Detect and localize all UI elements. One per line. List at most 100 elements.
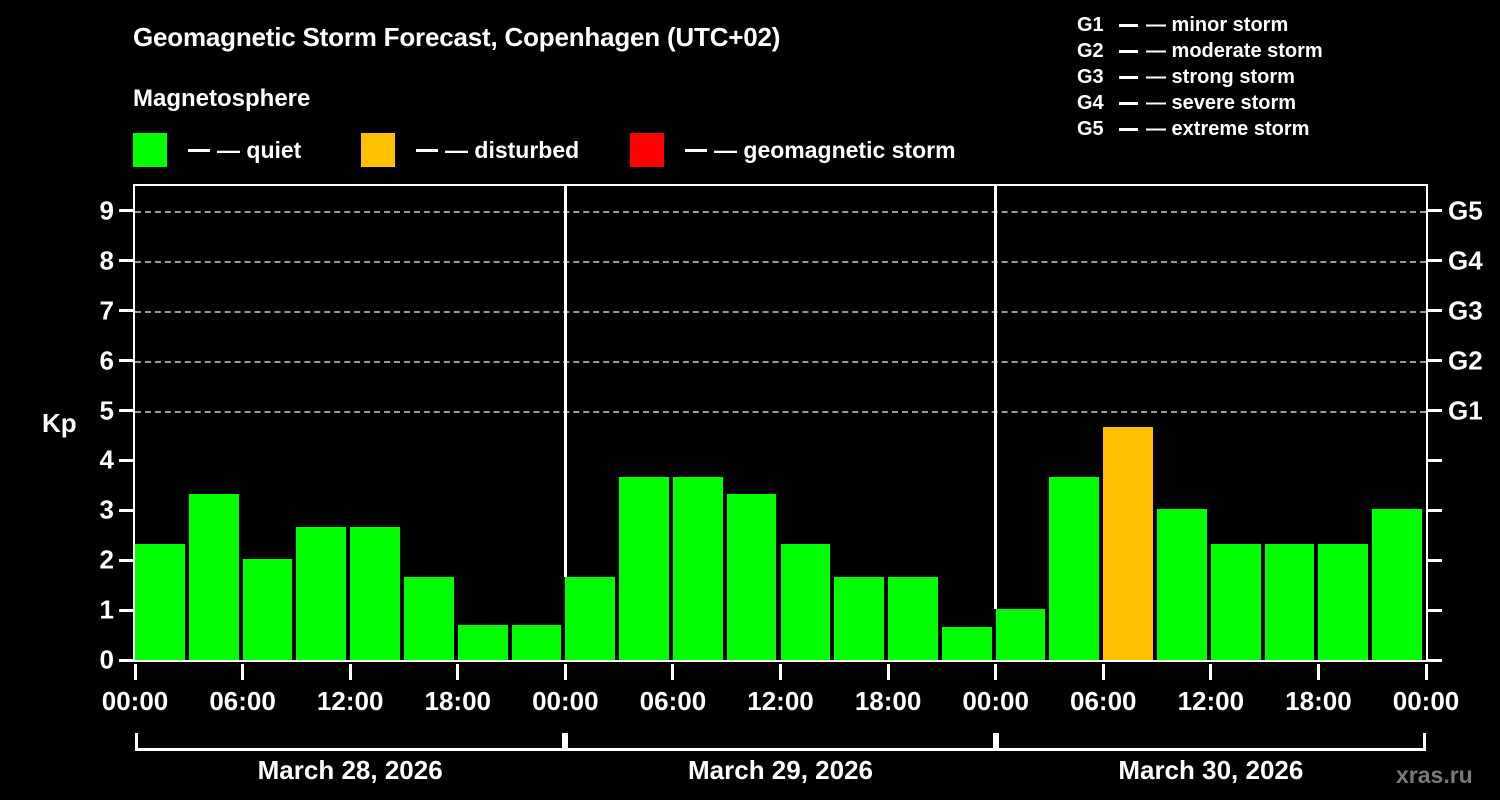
g-legend-row: G2 — moderate storm: [1077, 38, 1323, 64]
gridline: [135, 410, 1426, 413]
x-tick-mark: [886, 664, 890, 680]
x-tick-mark: [779, 664, 782, 680]
g-tick-mark: [1428, 259, 1442, 263]
day-divider: [994, 186, 998, 609]
x-tick-mark: [994, 664, 998, 680]
x-tick-mark: [1101, 664, 1105, 680]
y-tick-mark: [119, 259, 133, 263]
date-bracket: [565, 733, 996, 751]
legend-entry: — disturbed: [361, 132, 579, 168]
bar: [1103, 427, 1154, 660]
storm-swatch: [630, 133, 664, 167]
bar: [350, 526, 400, 660]
x-tick-mark: [133, 664, 137, 680]
g-legend-row: G5 — extreme storm: [1077, 116, 1323, 142]
g-minor-tick-mark: [1428, 608, 1442, 612]
y-tick-label: 4: [99, 444, 114, 475]
y-tick-mark: [119, 508, 133, 512]
bar: [457, 625, 508, 660]
date-label: March 28, 2026: [257, 755, 443, 785]
plot-area: [133, 184, 1428, 662]
y-tick-mark: [119, 558, 133, 562]
g-legend-code: G3: [1077, 65, 1104, 88]
g-legend-row: G4 — severe storm: [1077, 90, 1323, 116]
g-legend-dash-icon: [1119, 75, 1138, 79]
bar: [1157, 508, 1207, 660]
bar: [242, 558, 293, 660]
g-legend-description: — severe storm: [1146, 91, 1297, 114]
g-axis-label: G2: [1448, 345, 1483, 376]
disturbed-swatch: [361, 133, 395, 167]
y-tick-label: 2: [99, 544, 114, 575]
bar: [511, 625, 562, 660]
x-tick-mark: [241, 664, 245, 680]
page-title: Geomagnetic Storm Forecast, Copenhagen (…: [133, 22, 781, 52]
y-tick-label: 3: [99, 494, 114, 525]
g-legend-dash-icon: [1119, 127, 1138, 131]
x-tick-label: 00:00: [101, 686, 169, 716]
day-divider: [563, 186, 567, 577]
y-tick-label: 1: [99, 594, 114, 625]
bar: [834, 576, 885, 660]
g-tick-mark: [1428, 359, 1442, 363]
plot-inner: [135, 186, 1426, 660]
y-tick-mark: [119, 458, 133, 462]
g-axis-label: G5: [1448, 195, 1483, 226]
x-tick-label: 18:00: [854, 686, 922, 716]
x-tick-label: 12:00: [747, 686, 814, 716]
g-axis-label: G1: [1448, 395, 1483, 426]
g-axis-label: G4: [1448, 245, 1483, 276]
g-legend-code: G1: [1077, 13, 1104, 36]
g-tick-mark: [1428, 309, 1442, 313]
y-tick-mark: [119, 309, 133, 313]
g-minor-tick-mark: [1428, 558, 1442, 562]
legend-dash-icon: [188, 148, 210, 152]
bar: [888, 576, 938, 660]
x-tick-mark: [1424, 664, 1428, 680]
g-legend-dash-icon: [1119, 49, 1138, 53]
legend-label: — geomagnetic storm: [714, 136, 956, 163]
legend-label: — disturbed: [445, 136, 580, 163]
quiet-swatch: [133, 133, 167, 167]
bar: [1049, 476, 1100, 660]
x-tick-mark: [563, 664, 567, 680]
bar: [135, 543, 185, 660]
bar: [1318, 543, 1369, 660]
x-tick-label: 06:00: [209, 686, 276, 716]
bar: [1372, 508, 1422, 660]
x-tick-mark: [671, 664, 675, 680]
bar: [726, 493, 777, 660]
y-tick-label: 7: [99, 295, 114, 326]
g-legend-code: G2: [1077, 39, 1104, 62]
g-legend-row: G3 — strong storm: [1077, 64, 1323, 90]
x-tick-mark: [456, 664, 460, 680]
legend-entry: — quiet: [133, 132, 301, 168]
y-tick-label: 9: [99, 195, 114, 226]
x-tick-label: 12:00: [316, 686, 384, 716]
bar: [296, 526, 347, 660]
y-tick-mark: [119, 409, 133, 413]
bar: [565, 576, 616, 660]
x-tick-mark: [1209, 664, 1213, 680]
bar: [672, 476, 723, 660]
g-legend-description: — strong storm: [1146, 65, 1295, 88]
y-tick-label: 5: [99, 395, 114, 426]
y-tick-label: 6: [99, 345, 114, 376]
x-tick-label: 18:00: [424, 686, 492, 716]
magnetosphere-label: Magnetosphere: [133, 85, 311, 112]
x-tick-label: 00:00: [1392, 686, 1460, 716]
bar: [941, 626, 992, 660]
legend-entry: — geomagnetic storm: [630, 132, 956, 168]
y-tick-mark: [119, 359, 133, 363]
gridline: [135, 210, 1426, 213]
y-tick-label: 8: [99, 245, 114, 276]
x-tick-mark: [1316, 664, 1320, 680]
g-legend-row: G1 — minor storm: [1077, 12, 1323, 38]
g-minor-tick-mark: [1428, 508, 1442, 512]
g-legend-description: — extreme storm: [1146, 117, 1310, 140]
g-legend-dash-icon: [1119, 23, 1138, 27]
y-tick-mark: [119, 608, 133, 612]
g-legend-code: G5: [1077, 117, 1104, 140]
g-scale-legend: G1 — minor storm G2 — moderate storm G3 — str…: [1077, 12, 1323, 142]
